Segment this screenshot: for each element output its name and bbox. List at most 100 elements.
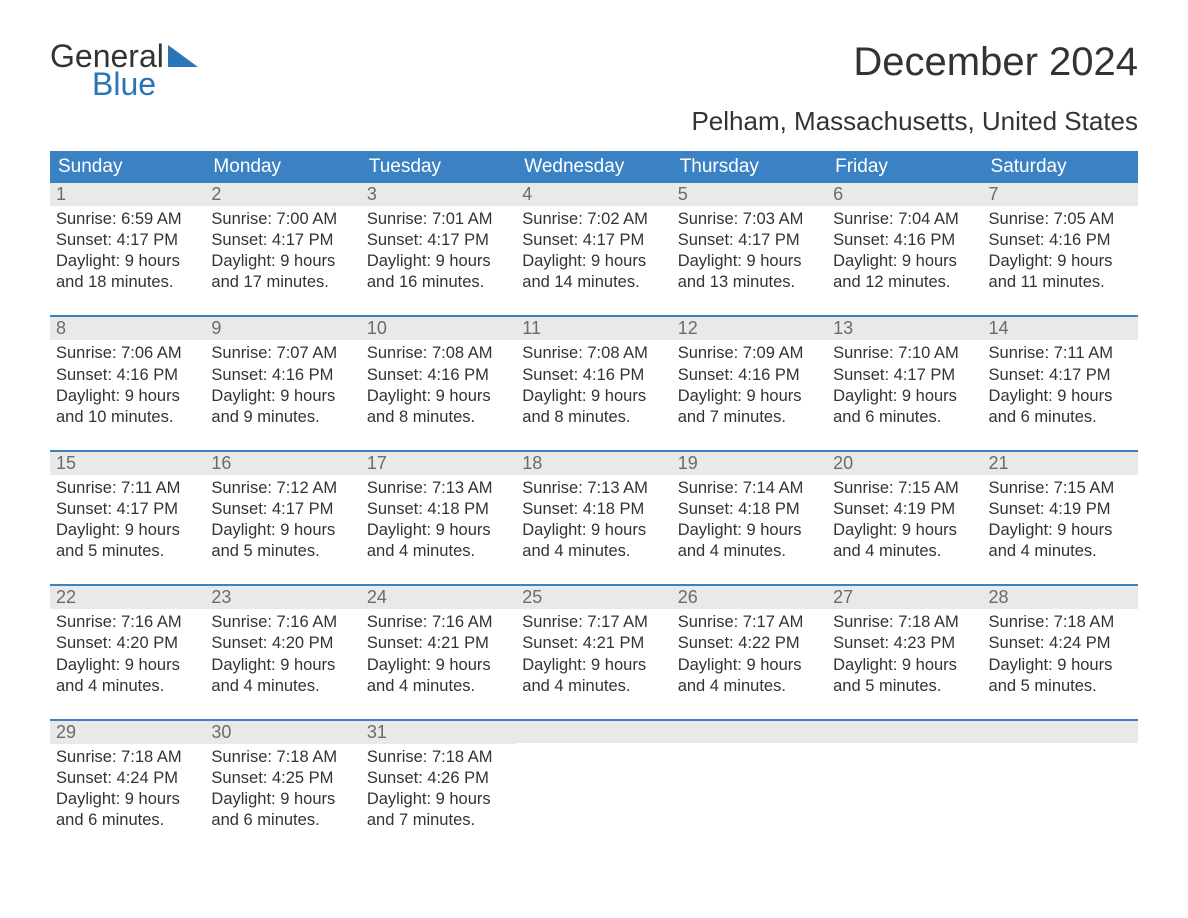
weekday-header: Tuesday (361, 151, 516, 183)
day-sr: Sunrise: 7:12 AM (211, 478, 354, 499)
day-details: Sunrise: 7:16 AMSunset: 4:20 PMDaylight:… (50, 609, 205, 696)
day-ss: Sunset: 4:17 PM (989, 365, 1132, 386)
day-d2: and 18 minutes. (56, 272, 199, 293)
day-sr: Sunrise: 7:08 AM (522, 343, 665, 364)
day-details: Sunrise: 7:03 AMSunset: 4:17 PMDaylight:… (672, 206, 827, 293)
calendar-day: 31Sunrise: 7:18 AMSunset: 4:26 PMDayligh… (361, 721, 516, 831)
calendar-week: 1Sunrise: 6:59 AMSunset: 4:17 PMDaylight… (50, 183, 1138, 293)
day-details: Sunrise: 7:17 AMSunset: 4:21 PMDaylight:… (516, 609, 671, 696)
day-d1: Daylight: 9 hours (211, 520, 354, 541)
day-ss: Sunset: 4:16 PM (367, 365, 510, 386)
calendar-day: 20Sunrise: 7:15 AMSunset: 4:19 PMDayligh… (827, 452, 982, 562)
day-details: Sunrise: 7:18 AMSunset: 4:24 PMDaylight:… (983, 609, 1138, 696)
day-sr: Sunrise: 7:14 AM (678, 478, 821, 499)
day-details: Sunrise: 7:11 AMSunset: 4:17 PMDaylight:… (983, 340, 1138, 427)
calendar-day (827, 721, 982, 831)
day-ss: Sunset: 4:16 PM (56, 365, 199, 386)
logo-text-blue: Blue (92, 68, 198, 100)
day-d1: Daylight: 9 hours (833, 520, 976, 541)
calendar-day: 17Sunrise: 7:13 AMSunset: 4:18 PMDayligh… (361, 452, 516, 562)
day-d1: Daylight: 9 hours (989, 520, 1132, 541)
day-number: 9 (205, 317, 360, 340)
day-d1: Daylight: 9 hours (211, 789, 354, 810)
day-number: 23 (205, 586, 360, 609)
calendar: Sunday Monday Tuesday Wednesday Thursday… (50, 151, 1138, 831)
day-number: 13 (827, 317, 982, 340)
day-number (983, 721, 1138, 743)
day-d2: and 16 minutes. (367, 272, 510, 293)
calendar-day: 26Sunrise: 7:17 AMSunset: 4:22 PMDayligh… (672, 586, 827, 696)
calendar-day: 24Sunrise: 7:16 AMSunset: 4:21 PMDayligh… (361, 586, 516, 696)
day-d1: Daylight: 9 hours (367, 386, 510, 407)
calendar-day: 9Sunrise: 7:07 AMSunset: 4:16 PMDaylight… (205, 317, 360, 427)
day-sr: Sunrise: 7:17 AM (678, 612, 821, 633)
day-number: 3 (361, 183, 516, 206)
day-details: Sunrise: 7:11 AMSunset: 4:17 PMDaylight:… (50, 475, 205, 562)
calendar-week: 15Sunrise: 7:11 AMSunset: 4:17 PMDayligh… (50, 450, 1138, 562)
day-d1: Daylight: 9 hours (56, 386, 199, 407)
weekday-header: Saturday (983, 151, 1138, 183)
day-number: 2 (205, 183, 360, 206)
day-number: 29 (50, 721, 205, 744)
day-sr: Sunrise: 7:11 AM (56, 478, 199, 499)
day-details: Sunrise: 7:16 AMSunset: 4:21 PMDaylight:… (361, 609, 516, 696)
day-number: 7 (983, 183, 1138, 206)
day-d2: and 6 minutes. (211, 810, 354, 831)
day-d1: Daylight: 9 hours (522, 251, 665, 272)
calendar-day: 19Sunrise: 7:14 AMSunset: 4:18 PMDayligh… (672, 452, 827, 562)
day-ss: Sunset: 4:16 PM (211, 365, 354, 386)
day-ss: Sunset: 4:16 PM (833, 230, 976, 251)
day-ss: Sunset: 4:16 PM (989, 230, 1132, 251)
day-d2: and 4 minutes. (522, 676, 665, 697)
day-number: 19 (672, 452, 827, 475)
weekday-header-row: Sunday Monday Tuesday Wednesday Thursday… (50, 151, 1138, 183)
day-d1: Daylight: 9 hours (989, 386, 1132, 407)
day-d2: and 4 minutes. (678, 676, 821, 697)
day-number: 16 (205, 452, 360, 475)
day-d2: and 17 minutes. (211, 272, 354, 293)
weekday-header: Monday (205, 151, 360, 183)
calendar-day: 1Sunrise: 6:59 AMSunset: 4:17 PMDaylight… (50, 183, 205, 293)
calendar-day: 6Sunrise: 7:04 AMSunset: 4:16 PMDaylight… (827, 183, 982, 293)
day-details: Sunrise: 7:08 AMSunset: 4:16 PMDaylight:… (516, 340, 671, 427)
day-sr: Sunrise: 7:18 AM (833, 612, 976, 633)
day-sr: Sunrise: 7:13 AM (522, 478, 665, 499)
day-sr: Sunrise: 7:01 AM (367, 209, 510, 230)
day-details: Sunrise: 7:17 AMSunset: 4:22 PMDaylight:… (672, 609, 827, 696)
day-number: 4 (516, 183, 671, 206)
day-ss: Sunset: 4:17 PM (833, 365, 976, 386)
day-number: 24 (361, 586, 516, 609)
day-number: 8 (50, 317, 205, 340)
day-d1: Daylight: 9 hours (833, 655, 976, 676)
day-d1: Daylight: 9 hours (522, 655, 665, 676)
calendar-day: 29Sunrise: 7:18 AMSunset: 4:24 PMDayligh… (50, 721, 205, 831)
day-ss: Sunset: 4:17 PM (211, 499, 354, 520)
day-ss: Sunset: 4:20 PM (211, 633, 354, 654)
day-details: Sunrise: 7:16 AMSunset: 4:20 PMDaylight:… (205, 609, 360, 696)
day-details: Sunrise: 7:15 AMSunset: 4:19 PMDaylight:… (827, 475, 982, 562)
calendar-day: 11Sunrise: 7:08 AMSunset: 4:16 PMDayligh… (516, 317, 671, 427)
day-details: Sunrise: 7:04 AMSunset: 4:16 PMDaylight:… (827, 206, 982, 293)
day-sr: Sunrise: 7:16 AM (56, 612, 199, 633)
weekday-header: Thursday (672, 151, 827, 183)
day-d1: Daylight: 9 hours (211, 655, 354, 676)
day-d1: Daylight: 9 hours (678, 520, 821, 541)
day-sr: Sunrise: 7:15 AM (989, 478, 1132, 499)
day-number: 22 (50, 586, 205, 609)
day-number: 17 (361, 452, 516, 475)
day-number: 25 (516, 586, 671, 609)
day-ss: Sunset: 4:21 PM (522, 633, 665, 654)
day-sr: Sunrise: 7:11 AM (989, 343, 1132, 364)
day-sr: Sunrise: 7:05 AM (989, 209, 1132, 230)
day-d2: and 4 minutes. (678, 541, 821, 562)
day-number: 26 (672, 586, 827, 609)
day-d2: and 12 minutes. (833, 272, 976, 293)
day-sr: Sunrise: 7:16 AM (367, 612, 510, 633)
day-number: 12 (672, 317, 827, 340)
day-d1: Daylight: 9 hours (833, 386, 976, 407)
calendar-day: 10Sunrise: 7:08 AMSunset: 4:16 PMDayligh… (361, 317, 516, 427)
day-d2: and 8 minutes. (522, 407, 665, 428)
day-number: 14 (983, 317, 1138, 340)
day-number (672, 721, 827, 743)
day-ss: Sunset: 4:23 PM (833, 633, 976, 654)
